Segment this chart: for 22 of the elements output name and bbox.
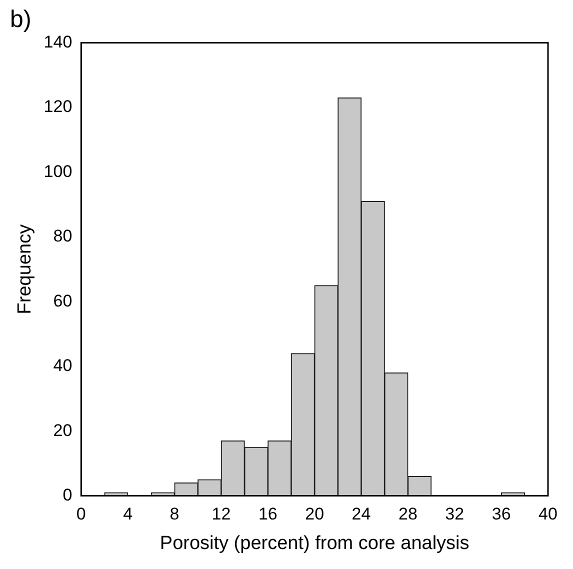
x-tick-label: 40: [538, 504, 558, 524]
y-tick-label: 40: [53, 356, 72, 376]
x-tick-label: 12: [212, 504, 231, 524]
x-tick-label: 36: [492, 504, 511, 524]
x-tick-label: 16: [258, 504, 278, 524]
chart-title: b): [10, 6, 32, 34]
y-tick-label: 60: [53, 291, 72, 310]
x-tick-label: 32: [445, 504, 464, 524]
y-tick-label: 80: [53, 226, 72, 246]
y-tick-label: 100: [44, 162, 72, 181]
x-axis-title: Porosity (percent) from core analysis: [160, 532, 470, 554]
y-tick-label: 120: [44, 97, 72, 116]
x-tick-label: 4: [123, 504, 133, 524]
x-tick-label: 28: [398, 504, 418, 524]
y-tick-label: 140: [44, 32, 72, 52]
x-tick-label: 24: [352, 504, 371, 524]
y-tick-label: 20: [53, 420, 72, 440]
y-axis-title: Frequency: [14, 224, 36, 314]
x-tick-label: 0: [76, 504, 86, 524]
y-tick-label: 0: [62, 485, 72, 504]
x-tick-label: 20: [305, 504, 324, 524]
x-tick-label: 8: [170, 504, 180, 524]
